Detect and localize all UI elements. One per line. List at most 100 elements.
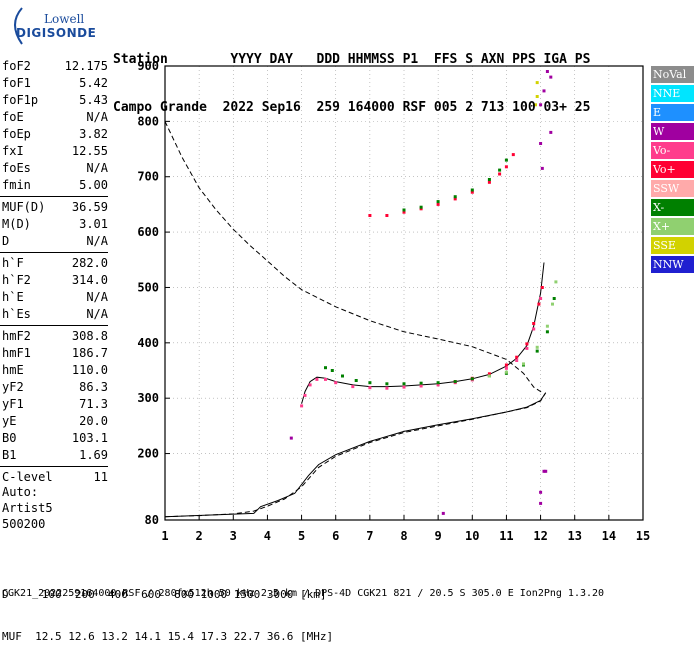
param-key: B1 bbox=[2, 448, 17, 462]
param-row: fmin 5.00 bbox=[0, 177, 112, 194]
data-point bbox=[402, 210, 406, 214]
chart-series-solid-profile-2 bbox=[164, 392, 547, 518]
legend-item-x-: X- bbox=[651, 199, 694, 216]
param-row: h`E N/A bbox=[0, 289, 112, 306]
param-value: 11 bbox=[93, 470, 108, 484]
ionogram-chart: 1 2 3 4 5 6 7 8 9 10 11 12 13 14 158020030040050060070… bbox=[137, 59, 650, 543]
legend-item-e: E bbox=[651, 104, 694, 121]
data-point bbox=[545, 324, 549, 328]
data-point bbox=[351, 385, 355, 389]
param-value: 5.42 bbox=[79, 76, 108, 90]
param-key: h`Es bbox=[2, 307, 31, 321]
x-tick-label: 15 bbox=[636, 529, 650, 543]
x-tick-label: 12 bbox=[533, 529, 547, 543]
param-key: hmF2 bbox=[2, 329, 31, 343]
data-point bbox=[324, 366, 327, 370]
muf-table: D 100 200 400 600 800 1000 1500 3000 [km… bbox=[2, 560, 333, 658]
param-value: 12.175 bbox=[64, 59, 108, 73]
x-tick-label: 4 bbox=[264, 529, 271, 543]
header-values: Campo Grande 2022 Sep16 259 164000 RSF 0… bbox=[113, 100, 591, 115]
legend-item-ssw: SSW bbox=[651, 180, 694, 197]
plot-frame bbox=[164, 65, 644, 521]
param-value: 110.0 bbox=[71, 363, 108, 377]
distance-row: D 100 200 400 600 800 1000 1500 3000 [km… bbox=[2, 588, 327, 601]
data-point bbox=[539, 490, 543, 494]
chart-series-x- bbox=[402, 158, 508, 212]
y-tick-label: 400 bbox=[137, 336, 159, 350]
data-point bbox=[436, 200, 440, 204]
legend-item-noval: NoVal bbox=[651, 66, 694, 83]
logo-arc-icon bbox=[14, 7, 23, 45]
data-point bbox=[545, 70, 549, 73]
param-value: 5.00 bbox=[79, 178, 108, 192]
param-value: 282.0 bbox=[71, 256, 108, 270]
param-row: yF2 86.3 bbox=[0, 379, 112, 396]
x-tick-label: 2 bbox=[196, 529, 203, 543]
data-point bbox=[470, 190, 474, 194]
param-row: foF1p 5.43 bbox=[0, 92, 112, 109]
param-row: B0 103.1 bbox=[0, 430, 112, 447]
param-row: h`F2 314.0 bbox=[0, 272, 112, 289]
param-row: M(D) 3.01 bbox=[0, 216, 112, 233]
chart-series-vo- bbox=[368, 153, 515, 217]
data-point bbox=[324, 377, 327, 381]
param-key: foEs bbox=[2, 161, 31, 175]
data-point bbox=[539, 103, 543, 107]
data-point bbox=[540, 286, 544, 289]
legend-item-nne: NNE bbox=[651, 85, 694, 102]
x-tick-label: 9 bbox=[435, 529, 442, 543]
param-row: MUF(D) 36.59 bbox=[0, 199, 112, 216]
param-key: fmin bbox=[2, 178, 31, 192]
data-point bbox=[539, 297, 543, 300]
param-row: hmE 110.0 bbox=[0, 362, 112, 379]
data-point bbox=[511, 153, 515, 157]
legend-item-vo-: Vo- bbox=[651, 142, 694, 159]
data-point bbox=[402, 208, 406, 212]
data-point bbox=[552, 297, 556, 300]
param-key: foF2 bbox=[2, 59, 31, 73]
param-key: h`F bbox=[2, 256, 24, 270]
y-tick-label: 600 bbox=[137, 225, 159, 239]
y-tick-label: 300 bbox=[137, 391, 159, 405]
data-point bbox=[487, 374, 491, 378]
y-tick-label: 500 bbox=[137, 280, 159, 294]
data-point bbox=[334, 381, 338, 385]
param-key: foF1 bbox=[2, 76, 31, 90]
autoscaling-info: Auto: Artist5 500200 bbox=[2, 484, 53, 532]
param-row: hmF1 186.7 bbox=[0, 345, 112, 362]
chart-series-vo- bbox=[300, 297, 543, 408]
chart-axes bbox=[164, 65, 644, 521]
legend-item-x-: X+ bbox=[651, 218, 694, 235]
x-tick-label: 3 bbox=[230, 529, 237, 543]
data-point bbox=[532, 322, 536, 325]
param-row: D N/A bbox=[0, 233, 112, 250]
y-tick-label: 80 bbox=[145, 513, 159, 527]
x-tick-label: 10 bbox=[465, 529, 479, 543]
data-point bbox=[419, 205, 423, 209]
data-point bbox=[504, 366, 508, 370]
data-point bbox=[504, 158, 508, 162]
chart-grid bbox=[165, 66, 643, 520]
x-tick-label: 8 bbox=[400, 529, 407, 543]
data-point bbox=[453, 195, 457, 199]
data-point bbox=[504, 370, 508, 374]
logo-line2: DIGISONDE bbox=[16, 26, 97, 40]
data-point bbox=[545, 330, 549, 334]
param-separator bbox=[0, 466, 108, 467]
file-footer: CGK21_2022259164000.RSF / 280fx512h 50 k… bbox=[2, 588, 605, 599]
param-value: 71.3 bbox=[79, 397, 108, 411]
data-point bbox=[308, 383, 312, 387]
data-point bbox=[470, 188, 474, 192]
parameter-panel: foF2 12.175 foF1 5.42 foF1p 5.43 foE N/A foEp 3.8… bbox=[0, 58, 112, 486]
data-point bbox=[554, 280, 558, 284]
param-key: hmF1 bbox=[2, 346, 31, 360]
data-point bbox=[402, 385, 406, 389]
data-point bbox=[419, 207, 423, 211]
data-point bbox=[419, 381, 423, 385]
param-value: 308.8 bbox=[71, 329, 108, 343]
y-tick-label: 200 bbox=[137, 447, 159, 461]
chart-series-dashed-profile-0 bbox=[164, 121, 545, 394]
param-separator bbox=[0, 325, 108, 326]
chart-series-w bbox=[289, 70, 553, 515]
data-point bbox=[542, 469, 546, 473]
